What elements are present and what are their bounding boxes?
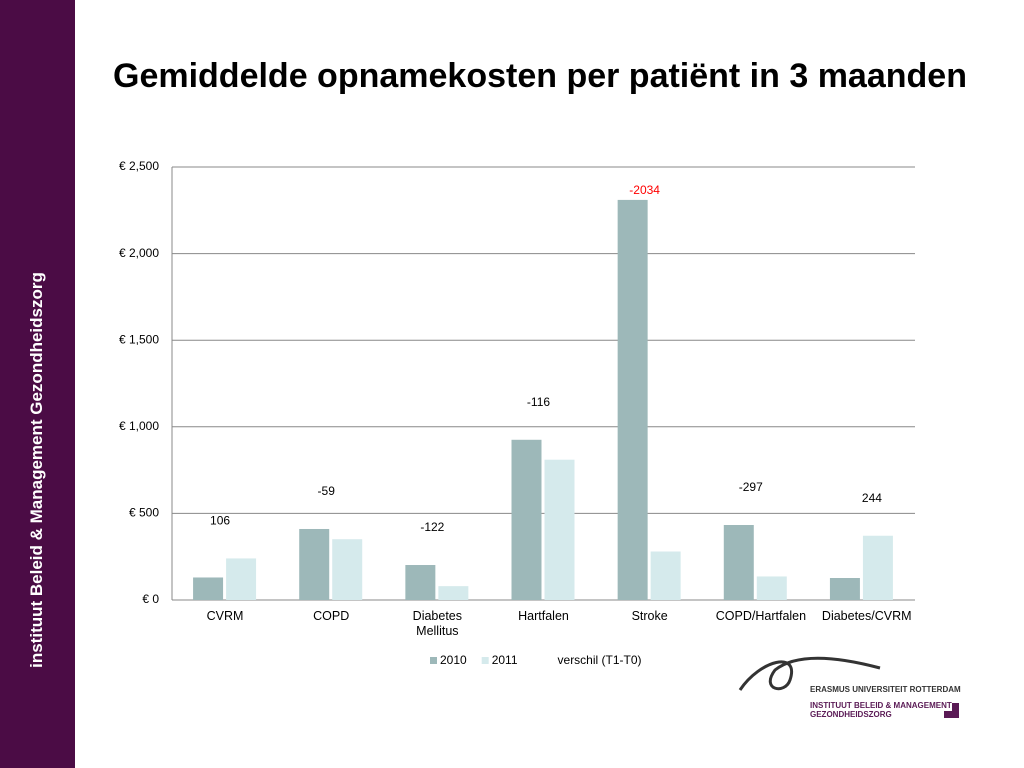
bar <box>299 528 330 600</box>
bar <box>193 577 224 600</box>
logo-signature <box>738 656 881 691</box>
diff-label: -59 <box>318 484 336 498</box>
legend-label: verschil (T1-T0) <box>558 653 642 667</box>
y-tick-label: € 1,000 <box>119 419 159 433</box>
bar <box>829 578 860 600</box>
logo-text: GEZONDHEIDSZORG <box>810 710 892 719</box>
diff-label: 244 <box>862 491 882 505</box>
bar <box>511 439 542 600</box>
bar <box>617 199 648 600</box>
logo-text: INSTITUUT BELEID & MANAGEMENT <box>810 701 952 710</box>
bar <box>544 459 575 600</box>
y-tick-label: € 500 <box>129 506 159 520</box>
chart-title: Gemiddelde opnamekosten per patiënt in 3… <box>113 57 967 95</box>
y-tick-label: € 0 <box>142 592 159 606</box>
bar <box>438 586 469 600</box>
x-tick-label: Hartfalen <box>518 609 569 623</box>
x-tick-label: Stroke <box>631 609 668 623</box>
legend-swatch <box>481 657 489 664</box>
diff-label: -116 <box>527 395 550 409</box>
bar <box>405 565 436 600</box>
bar <box>650 551 681 600</box>
x-tick-label: CVRM <box>206 609 244 623</box>
bar <box>862 535 893 600</box>
x-tick-label: Diabetes/CVRM <box>821 609 912 623</box>
bar <box>723 525 754 600</box>
bar <box>332 539 363 600</box>
y-tick-label: € 2,000 <box>119 246 159 260</box>
bar <box>226 558 257 600</box>
logo-text: ERASMUS UNIVERSITEIT ROTTERDAM <box>810 685 961 694</box>
legend-swatch <box>430 657 437 664</box>
diff-label: 106 <box>210 514 230 528</box>
y-tick-label: € 1,500 <box>119 332 159 346</box>
logo: ERASMUS UNIVERSITEIT ROTTERDAM INSTITUUT… <box>738 656 961 719</box>
sidebar: instituut Beleid & Management Gezondheid… <box>0 0 75 768</box>
diff-label: -297 <box>739 480 763 494</box>
y-tick-label: € 2,500 <box>119 159 159 173</box>
bar <box>756 576 787 600</box>
legend-label: 2011 <box>492 653 518 667</box>
x-tick-label: Diabetes Mellitus <box>412 609 463 638</box>
x-tick-label: COPD/Hartfalen <box>715 609 807 623</box>
logo-mark <box>944 703 959 718</box>
diff-label: -2034 <box>629 183 660 197</box>
diff-label: -122 <box>420 520 444 534</box>
x-tick-label: COPD <box>313 609 350 623</box>
legend-label: 2010 <box>440 653 467 667</box>
